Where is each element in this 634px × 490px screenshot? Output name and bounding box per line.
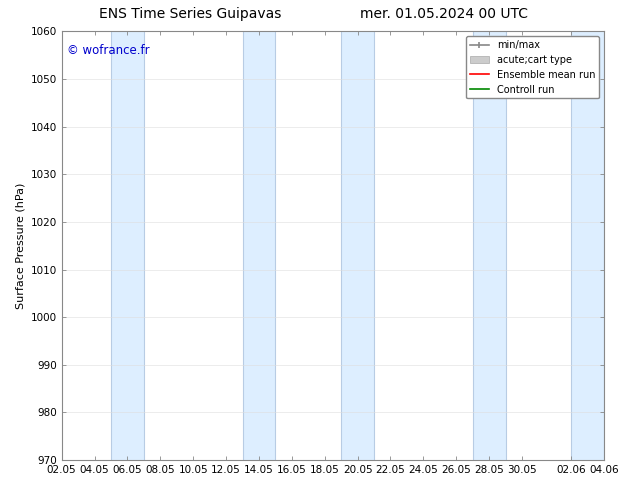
Bar [571, 31, 604, 460]
Text: mer. 01.05.2024 00 UTC: mer. 01.05.2024 00 UTC [360, 7, 527, 22]
Bar [341, 31, 374, 460]
Legend: min/max, acute;cart type, Ensemble mean run, Controll run: min/max, acute;cart type, Ensemble mean … [466, 36, 599, 98]
Bar [243, 31, 275, 460]
Text: © wofrance.fr: © wofrance.fr [67, 44, 150, 57]
Bar [111, 31, 144, 460]
Bar [473, 31, 505, 460]
Text: ENS Time Series Guipavas: ENS Time Series Guipavas [99, 7, 281, 22]
Y-axis label: Surface Pressure (hPa): Surface Pressure (hPa) [15, 182, 25, 309]
